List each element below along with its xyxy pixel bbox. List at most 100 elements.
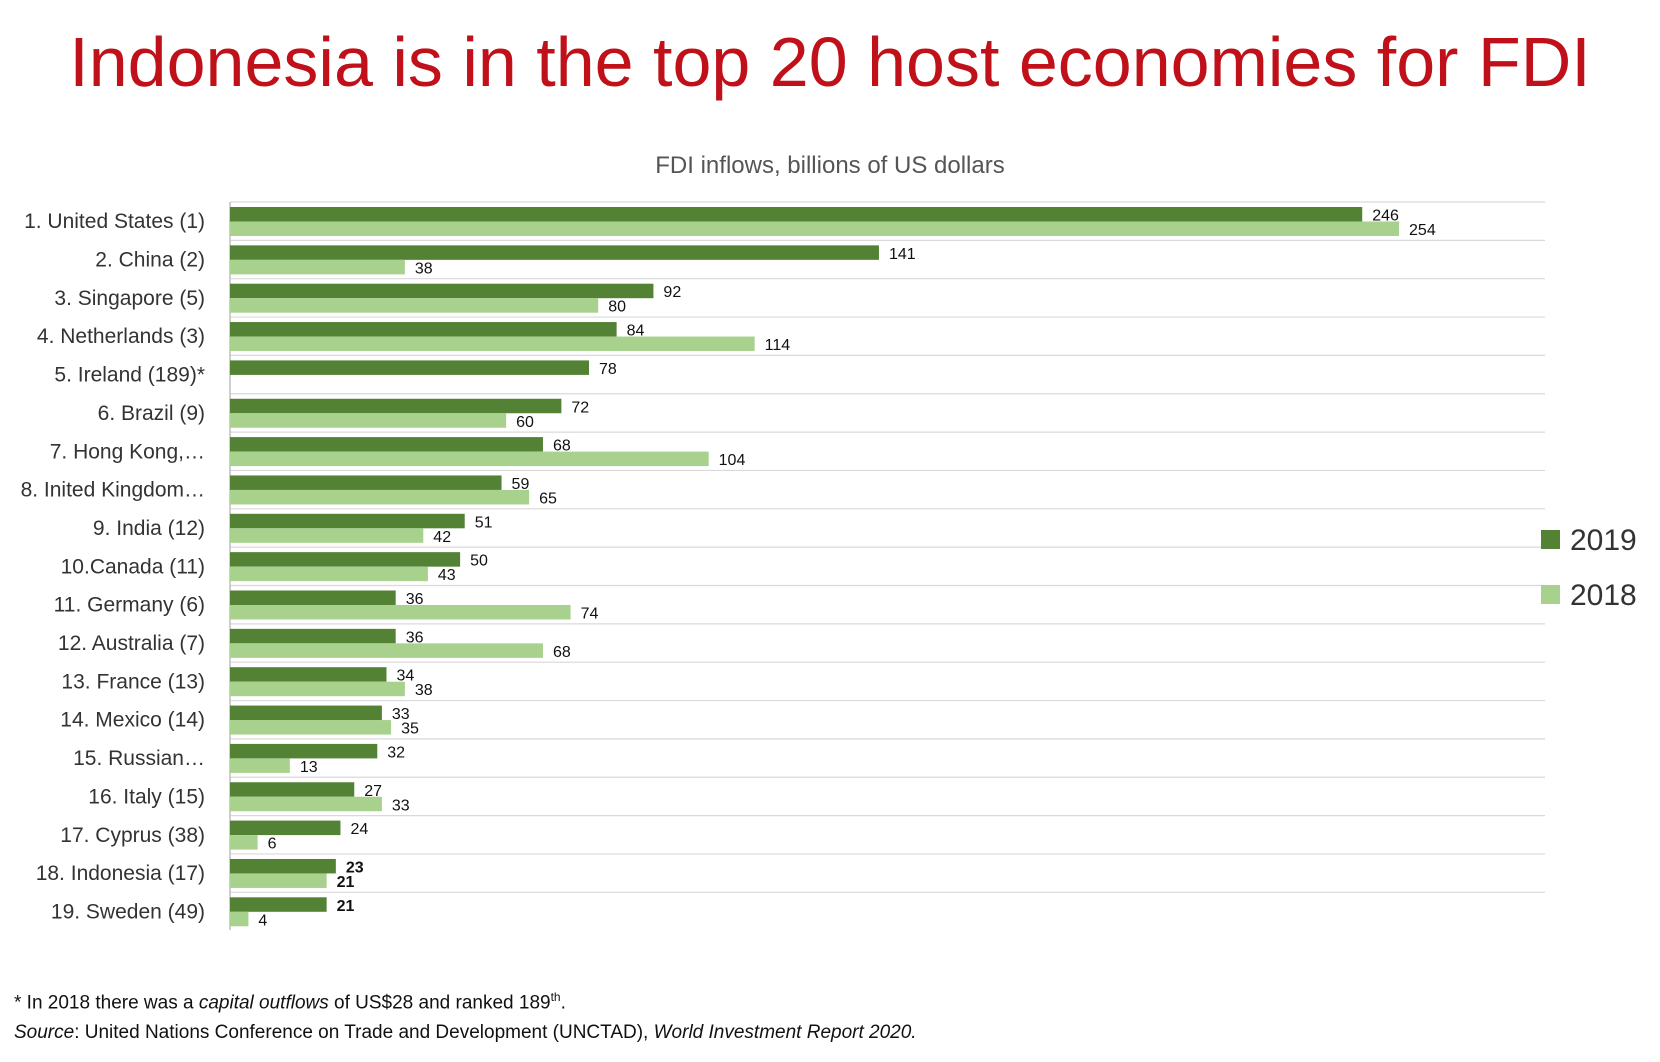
value-label-2019: 92 xyxy=(663,284,681,301)
bar-2018 xyxy=(230,643,543,658)
bar-2019 xyxy=(230,590,396,605)
category-label: 17. Cyprus (38) xyxy=(60,824,205,847)
value-label-2019: 84 xyxy=(627,323,645,340)
value-label-2018: 65 xyxy=(539,490,557,507)
bar-2018 xyxy=(230,451,709,467)
category-label: 14. Mexico (14) xyxy=(60,709,205,732)
value-label-2019: 72 xyxy=(571,399,589,416)
value-label-2018: 80 xyxy=(608,299,626,316)
value-label-2019: 24 xyxy=(350,821,368,838)
category-label: 6. Brazil (9) xyxy=(98,402,205,425)
bar-2019 xyxy=(230,897,327,912)
value-label-2018: 60 xyxy=(516,414,534,431)
bar-2018 xyxy=(230,911,249,927)
bar-2019 xyxy=(230,858,336,874)
category-label: 11. Germany (6) xyxy=(54,594,205,617)
value-label-2018: 104 xyxy=(719,452,746,469)
value-label-2019: 50 xyxy=(470,553,488,570)
bar-2018 xyxy=(230,489,530,505)
value-label-2018: 21 xyxy=(337,874,355,891)
footnote-prefix: * In 2018 there was a xyxy=(14,992,199,1014)
value-label-2019: 34 xyxy=(396,668,414,685)
bar-2019 xyxy=(230,207,1363,222)
value-label-2019: 23 xyxy=(346,859,364,876)
bar-2019 xyxy=(230,322,617,337)
value-label-2019: 141 xyxy=(889,246,916,263)
category-label: 7. Hong Kong,… xyxy=(50,440,205,463)
value-label-2019: 59 xyxy=(512,476,530,493)
value-label-2018: 114 xyxy=(765,337,791,354)
bar-2019 xyxy=(230,283,654,299)
bar-2019 xyxy=(230,475,502,490)
category-label: 8. Inited Kingdom… xyxy=(21,479,205,502)
chart-title: FDI inflows, billions of US dollars xyxy=(655,152,1005,179)
category-label: 19. Sweden (49) xyxy=(51,900,205,923)
bar-2018 xyxy=(230,336,755,352)
bar-2018 xyxy=(230,873,327,888)
bar-2019 xyxy=(230,552,461,567)
bar-2018 xyxy=(230,528,424,543)
footnote: * In 2018 there was a capital outflows o… xyxy=(14,990,566,1014)
bar-2018 xyxy=(230,605,571,620)
value-label-2018: 42 xyxy=(433,529,451,546)
bar-2019 xyxy=(230,705,382,721)
source-text: : United Nations Conference on Trade and… xyxy=(74,1022,654,1043)
category-label: 3. Singapore (5) xyxy=(54,287,205,310)
bar-2019 xyxy=(230,398,562,414)
legend-label-2018: 2018 xyxy=(1570,579,1637,612)
bar-2018 xyxy=(230,259,405,275)
value-label-2018: 43 xyxy=(438,567,456,584)
value-label-2019: 32 xyxy=(387,744,405,761)
legend-label-2019: 2019 xyxy=(1570,524,1637,557)
bar-2018 xyxy=(230,758,290,773)
bar-2018 xyxy=(230,566,428,582)
value-label-2019: 27 xyxy=(364,783,382,800)
category-label: 1. United States (1) xyxy=(24,210,205,233)
footnote-sup: th xyxy=(550,990,561,1004)
value-label-2018: 74 xyxy=(581,606,599,623)
value-label-2018: 38 xyxy=(415,682,433,699)
category-label: 13. France (13) xyxy=(61,670,205,693)
value-label-2018: 254 xyxy=(1409,222,1436,239)
bar-2018 xyxy=(230,413,507,428)
value-label-2018: 13 xyxy=(300,759,318,776)
value-label-2019: 21 xyxy=(337,898,355,915)
bar-2018 xyxy=(230,720,392,735)
value-label-2018: 68 xyxy=(553,644,571,661)
value-label-2018: 6 xyxy=(268,836,277,853)
category-labels: 1. United States (1) 2. China (2) 3. Singa… xyxy=(21,210,205,923)
bar-2019 xyxy=(230,820,341,836)
legend-swatch-2019 xyxy=(1541,530,1560,549)
footnote-end: . xyxy=(560,992,566,1014)
value-label-2019: 33 xyxy=(392,706,410,723)
value-label-2018: 33 xyxy=(392,797,410,814)
bar-2018 xyxy=(230,835,258,850)
bar-2019 xyxy=(230,628,396,644)
bar-2018 xyxy=(230,681,405,697)
bar-2018 xyxy=(230,298,599,313)
footnote-middle: of US$28 and ranked 189 xyxy=(328,992,551,1014)
value-label-2018: 35 xyxy=(401,721,419,738)
bar-2019 xyxy=(230,437,543,452)
bar-chart: 1. United States (1) 2. China (2) 3. Singa… xyxy=(21,201,1637,930)
category-label: 12. Australia (7) xyxy=(58,632,205,655)
bar-2018 xyxy=(230,221,1400,236)
bar-2019 xyxy=(230,245,879,260)
source-note: Source: United Nations Conference on Tra… xyxy=(14,1022,917,1044)
category-label: 18. Indonesia (17) xyxy=(36,862,205,885)
category-label: 16. Italy (15) xyxy=(88,785,205,808)
value-label-2018: 38 xyxy=(415,260,433,277)
value-label-2019: 78 xyxy=(599,361,617,378)
category-label: 2. China (2) xyxy=(95,249,205,272)
row-gridlines xyxy=(229,201,1545,930)
value-label-2018: 4 xyxy=(258,912,267,929)
category-label: 10.Canada (11) xyxy=(61,555,205,578)
bar-2019 xyxy=(230,667,387,682)
legend: 2019 2018 xyxy=(1541,524,1637,612)
value-label-2019: 68 xyxy=(553,438,571,455)
value-label-2019: 51 xyxy=(475,514,493,531)
value-label-2019: 36 xyxy=(406,629,424,646)
bar-2019 xyxy=(230,513,465,529)
bars xyxy=(230,207,1400,927)
